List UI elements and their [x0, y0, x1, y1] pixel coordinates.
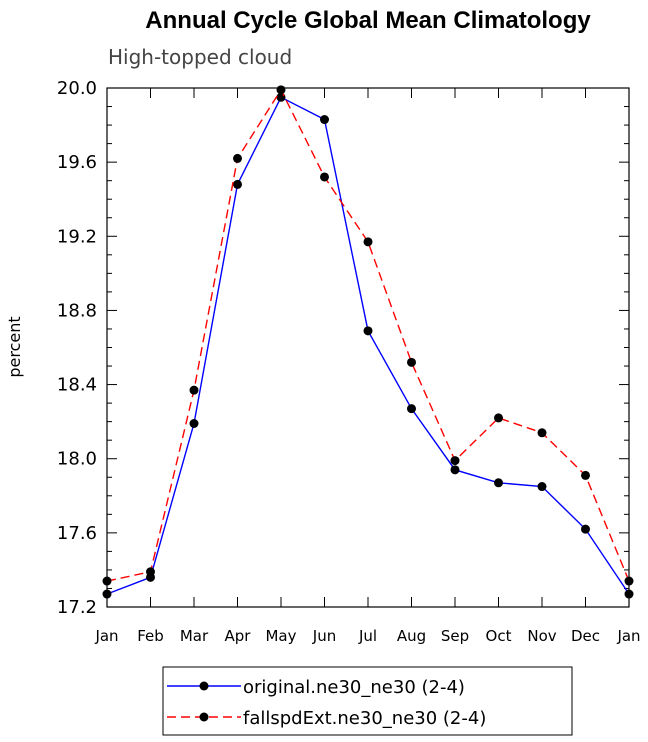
x-tick-label: Nov	[527, 627, 556, 645]
data-point	[363, 237, 373, 247]
data-point	[624, 589, 634, 599]
data-point	[581, 524, 590, 534]
y-tick-label: 18.4	[57, 375, 97, 396]
data-point	[494, 478, 503, 488]
x-tick-label: Mar	[180, 627, 209, 645]
data-point	[407, 357, 416, 367]
series-line	[106, 96, 630, 595]
legend-marker	[199, 681, 209, 691]
series-line	[106, 88, 630, 582]
data-point	[146, 567, 155, 577]
legend: original.ne30_ne30 (2-4) fallspdExt.ne30_…	[162, 666, 573, 736]
x-tick-label: Jan	[94, 627, 118, 645]
x-tick-label: Aug	[397, 627, 426, 645]
axes-layer: 17.2 17.6 18.0 18.4 18.8 19.2 19.6 20.0 Jan Feb Ma…	[57, 78, 641, 645]
data-point	[581, 470, 590, 480]
data-point	[320, 115, 329, 125]
y-axis-label: percent	[5, 316, 24, 377]
data-point	[450, 465, 460, 475]
x-tick-label: Sep	[441, 627, 469, 645]
plot-frame	[106, 87, 630, 608]
data-point	[363, 326, 373, 336]
x-tick-label: Feb	[137, 627, 164, 645]
x-tick-label: Dec	[571, 627, 600, 645]
x-tick-label: May	[265, 627, 296, 645]
data-point	[320, 172, 329, 182]
series-0	[102, 92, 634, 599]
y-tick-label: 17.2	[57, 597, 97, 618]
data-point	[537, 482, 547, 492]
data-point	[624, 576, 634, 586]
legend-marker	[199, 712, 209, 722]
y-tick-label: 18.0	[57, 449, 97, 470]
data-point	[102, 576, 112, 586]
chart-title: Annual Cycle Global Mean Climatology	[145, 7, 591, 34]
y-tick-label: 20.0	[57, 78, 97, 99]
data-point	[189, 385, 199, 395]
x-tick-label: Jun	[312, 627, 336, 645]
x-tick-label: Oct	[486, 627, 512, 645]
data-point	[233, 179, 242, 189]
y-tick-label: 19.6	[57, 152, 97, 173]
y-tick-label: 18.8	[57, 300, 97, 321]
data-point	[494, 413, 503, 423]
chart-subtitle: High-topped cloud	[108, 45, 292, 69]
data-point	[276, 85, 286, 95]
y-tick-label: 17.6	[57, 523, 97, 544]
data-point	[233, 153, 242, 163]
x-tick-label: Jul	[358, 627, 377, 645]
legend-label: fallspdExt.ne30_ne30 (2-4)	[243, 708, 486, 729]
data-point	[102, 589, 112, 599]
series-layer	[102, 85, 634, 599]
data-point	[537, 428, 547, 438]
legend-label: original.ne30_ne30 (2-4)	[243, 677, 465, 698]
data-point	[407, 404, 416, 414]
series-1	[102, 85, 634, 586]
data-point	[189, 418, 199, 428]
y-tick-label: 19.2	[57, 226, 97, 247]
legend-box	[162, 666, 573, 736]
x-tick-label: Apr	[225, 627, 252, 645]
data-point	[450, 456, 460, 466]
x-tick-label: Jan	[616, 627, 640, 645]
